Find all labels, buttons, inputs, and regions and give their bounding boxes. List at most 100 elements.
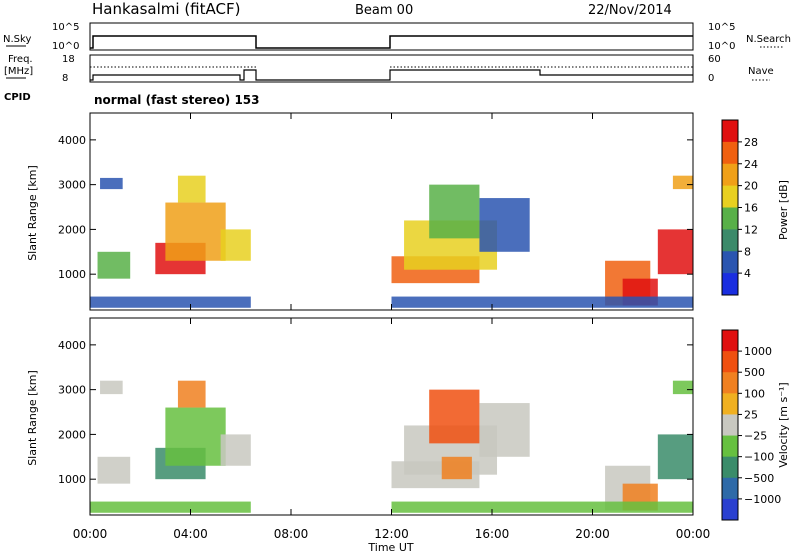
velocity-colorbar-ticks: 1000 500 100 25 −25 −100 −500 −1000 xyxy=(738,345,781,506)
power-yticks: 4000 3000 2000 1000 xyxy=(58,134,693,281)
velocity-colorbar-cell xyxy=(722,372,738,394)
power-colorbar-label: Power [dB] xyxy=(777,180,790,240)
power-colorbar-cell xyxy=(722,163,738,187)
nsearch-tick-bottom: 10^0 xyxy=(708,41,735,52)
velocity-colorbar-tick-label: −1000 xyxy=(744,493,781,506)
velocity-colorbar: 1000 500 100 25 −25 −100 −500 −1000 Velocity [m… xyxy=(721,329,790,521)
power-echo-region xyxy=(100,177,123,190)
xtick-label: 20:00 xyxy=(575,527,610,541)
velocity-colorbar-cell xyxy=(722,393,738,415)
xtick-label: 12:00 xyxy=(374,527,409,541)
velocity-colorbar-cell xyxy=(722,477,738,500)
power-echo-region xyxy=(97,251,131,279)
velocity-echo-region xyxy=(177,380,206,408)
velocity-colorbar-tick-label: 25 xyxy=(744,408,758,421)
nave-label: Nave xyxy=(748,66,774,77)
power-echo-region xyxy=(165,202,226,261)
velocity-marks xyxy=(90,380,693,513)
time-axis-label: Time UT xyxy=(367,541,413,554)
velocity-ytick-label: 1000 xyxy=(58,473,86,486)
power-marks xyxy=(90,175,693,308)
nsky-label: N.Sky xyxy=(3,34,31,45)
velocity-echo-region xyxy=(672,380,693,395)
velocity-echo-region xyxy=(391,501,693,513)
velocity-colorbar-cells xyxy=(722,330,738,521)
power-panel: 4000 3000 2000 1000 Slant Range [km] xyxy=(26,112,694,311)
xtick-label: 00:00 xyxy=(73,527,108,541)
velocity-yticks: 4000 3000 2000 1000 xyxy=(58,339,693,486)
power-echo-region xyxy=(429,184,480,239)
velocity-colorbar-label: Velocity [m s⁻¹] xyxy=(777,382,790,467)
nsky-tick-bottom: 10^0 xyxy=(52,41,79,52)
power-ytick-label: 4000 xyxy=(58,134,86,147)
xtick-label: 16:00 xyxy=(475,527,510,541)
power-colorbar-cell xyxy=(722,273,738,296)
velocity-panel: 4000 3000 2000 1000 Slant Range [km] xyxy=(26,317,694,516)
freq-tick-bottom: 8 xyxy=(62,73,68,84)
velocity-echo-region xyxy=(90,501,251,513)
power-echo-region xyxy=(90,296,251,308)
velocity-echo-region xyxy=(657,434,693,480)
power-colorbar-cell xyxy=(722,251,738,274)
power-echo-region xyxy=(657,229,693,275)
xtick-label: 04:00 xyxy=(173,527,208,541)
nave-tick-bottom: 0 xyxy=(708,73,714,84)
velocity-colorbar-tick-label: 100 xyxy=(744,387,765,400)
velocity-colorbar-tick-label: −25 xyxy=(744,430,767,443)
velocity-colorbar-cell xyxy=(722,351,738,373)
cpid-label: CPID xyxy=(4,92,31,103)
xtick-label: 00:00 xyxy=(676,527,711,541)
velocity-colorbar-cell xyxy=(722,498,738,521)
nsearch-tick-top: 10^5 xyxy=(708,22,735,33)
freq-tick-top: 18 xyxy=(62,54,75,65)
power-echo-region xyxy=(220,229,251,261)
power-colorbar-tick-label: 4 xyxy=(744,267,751,280)
power-colorbar: 28 24 20 16 12 8 4 Power [dB] xyxy=(721,119,790,296)
power-colorbar-cells xyxy=(722,120,738,296)
cpid-text: normal (fast stereo) 153 xyxy=(94,93,260,107)
velocity-echo-region xyxy=(97,456,131,484)
velocity-ytick-label: 2000 xyxy=(58,428,86,441)
velocity-colorbar-tick-label: 1000 xyxy=(744,345,772,358)
velocity-colorbar-cell xyxy=(722,414,738,437)
velocity-echo-region xyxy=(479,403,530,457)
power-colorbar-tick-label: 24 xyxy=(744,158,758,171)
velocity-echo-region xyxy=(220,434,251,466)
velocity-colorbar-frame xyxy=(721,329,739,521)
power-colorbar-ticks: 28 24 20 16 12 8 4 xyxy=(738,136,758,280)
power-colorbar-tick-label: 12 xyxy=(744,223,758,236)
velocity-ylabel: Slant Range [km] xyxy=(26,370,39,466)
velocity-colorbar-tick-label: −500 xyxy=(744,472,774,485)
power-colorbar-cell xyxy=(722,141,738,165)
freq-strip-frame xyxy=(89,54,694,83)
velocity-colorbar-tick-label: −100 xyxy=(744,451,774,464)
velocity-ytick-label: 4000 xyxy=(58,339,86,352)
velocity-echo-region xyxy=(429,389,480,444)
velocity-colorbar-cell xyxy=(722,330,738,352)
power-colorbar-cell xyxy=(722,207,738,230)
power-echo-region xyxy=(177,175,206,203)
power-echo-region xyxy=(391,296,693,308)
nsearch-label: N.Search xyxy=(746,34,791,45)
power-colorbar-tick-label: 16 xyxy=(744,202,758,215)
power-colorbar-cell xyxy=(722,229,738,252)
beam-title: Beam 00 xyxy=(355,3,413,18)
velocity-ytick-label: 3000 xyxy=(58,384,86,397)
xtick-label: 08:00 xyxy=(274,527,309,541)
power-echo-region xyxy=(672,175,693,190)
velocity-echo-region xyxy=(165,407,226,466)
power-ytick-label: 1000 xyxy=(58,268,86,281)
power-ylabel: Slant Range [km] xyxy=(26,165,39,261)
velocity-echo-region xyxy=(100,380,123,395)
velocity-colorbar-cell xyxy=(722,435,738,458)
time-axis: 00:00 04:00 08:00 12:00 16:00 20:00 00:00 xyxy=(73,113,711,541)
power-colorbar-cell xyxy=(722,185,738,208)
power-ytick-label: 2000 xyxy=(58,223,86,236)
velocity-echo-region xyxy=(441,456,472,480)
date-title: 22/Nov/2014 xyxy=(588,3,672,18)
power-echo-region xyxy=(479,198,530,252)
power-ytick-label: 3000 xyxy=(58,179,86,192)
freq-label: Freq. xyxy=(8,54,33,65)
power-colorbar-tick-label: 8 xyxy=(744,245,751,258)
